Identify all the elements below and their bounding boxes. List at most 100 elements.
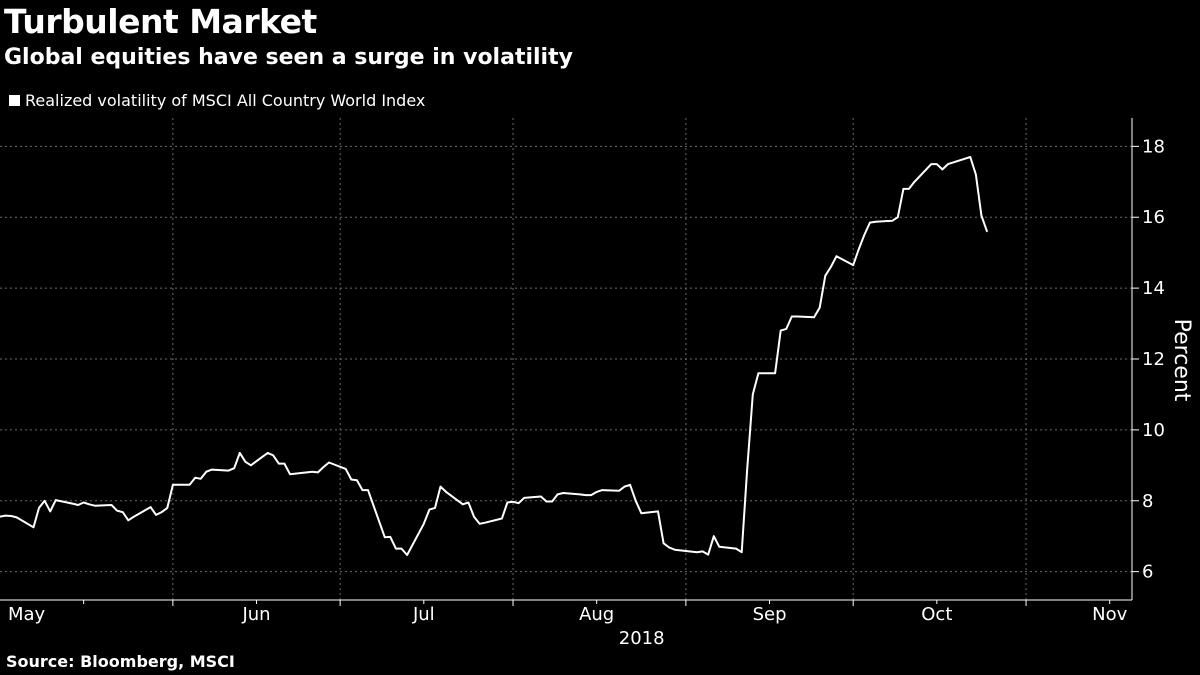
data-point: [713, 535, 715, 537]
data-point: [657, 510, 659, 513]
data-point: [540, 495, 542, 498]
data-point: [796, 315, 799, 318]
x-tick-label: Jul: [412, 604, 435, 625]
data-point: [858, 248, 860, 250]
data-point: [623, 485, 626, 488]
data-point: [629, 484, 631, 486]
x-tick-label: Sep: [753, 604, 787, 625]
data-point: [551, 500, 553, 503]
data-point: [328, 461, 330, 464]
data-point: [423, 523, 425, 525]
data-point: [322, 466, 325, 468]
series-layer: [0, 156, 988, 556]
data-point: [562, 492, 564, 494]
data-point: [356, 479, 358, 482]
y-tick-label: 6: [1142, 562, 1153, 583]
data-point: [194, 476, 196, 479]
legend-label: Realized volatility of MSCI All Country …: [25, 91, 426, 110]
data-point: [484, 521, 486, 524]
data-point: [32, 526, 35, 529]
data-point: [930, 163, 933, 165]
data-point: [133, 515, 135, 518]
data-point: [88, 503, 90, 506]
data-point: [0, 515, 1, 518]
tick-labels: 6 8 10 12 14 16 18 May Jun Jul Aug Sep Oct Nov 2018 Per…: [8, 136, 1194, 649]
data-point: [384, 536, 386, 539]
data-point: [707, 553, 709, 556]
x-tick-label: Oct: [921, 604, 952, 625]
data-point: [478, 523, 481, 525]
x-tick-label: Aug: [579, 604, 614, 625]
data-point: [462, 503, 464, 506]
y-tick-label: 8: [1142, 491, 1153, 512]
data-point: [752, 393, 754, 396]
data-point: [473, 515, 475, 518]
data-point: [986, 230, 988, 233]
data-point: [818, 306, 821, 309]
data-point: [10, 515, 12, 517]
data-point: [239, 452, 241, 454]
data-point: [545, 500, 548, 503]
data-point: [835, 255, 838, 257]
data-point: [774, 372, 776, 375]
data-point: [785, 328, 788, 330]
data-point: [233, 467, 235, 470]
data-point: [824, 274, 827, 277]
data-point: [701, 550, 704, 553]
data-point: [188, 484, 191, 486]
data-point: [211, 468, 213, 471]
data-point: [311, 470, 314, 473]
data-point: [941, 168, 944, 171]
data-point: [434, 507, 436, 509]
data-point: [501, 517, 503, 520]
data-point: [517, 502, 520, 505]
data-point: [127, 519, 130, 522]
data-point: [82, 501, 85, 504]
data-point: [746, 468, 748, 470]
data-point: [155, 514, 157, 516]
data-point: [673, 548, 676, 551]
data-point: [740, 551, 743, 553]
data-point: [662, 542, 665, 545]
x-tick-label: Nov: [1092, 604, 1127, 625]
data-point: [428, 508, 431, 511]
data-point: [49, 510, 51, 513]
data-point: [272, 454, 275, 457]
data-point: [668, 546, 670, 549]
data-point: [121, 511, 124, 513]
data-point: [166, 507, 169, 509]
gridlines: [0, 118, 1132, 600]
x-tick-label: May: [8, 604, 46, 625]
data-point: [595, 491, 598, 493]
data-point: [975, 173, 977, 176]
data-point: [395, 547, 397, 550]
data-point: [679, 549, 682, 552]
data-point: [718, 546, 721, 548]
data-point: [439, 485, 442, 488]
data-point: [523, 497, 525, 499]
data-point: [952, 161, 955, 164]
year-label: 2018: [619, 628, 665, 649]
data-point: [512, 501, 514, 503]
data-point: [71, 502, 74, 505]
data-point: [172, 484, 174, 486]
x-tick-label: Jun: [241, 604, 270, 625]
data-point: [15, 516, 18, 519]
y-tick-label: 16: [1142, 207, 1165, 228]
chart-subtitle: Global equities have seen a surge in vol…: [4, 45, 573, 70]
legend-swatch: [9, 95, 20, 106]
data-point: [902, 188, 905, 190]
y-tick-label: 12: [1142, 349, 1165, 370]
data-point: [891, 220, 893, 222]
data-point: [913, 181, 916, 183]
data-point: [367, 489, 369, 491]
source-note: Source: Bloomberg, MSCI: [6, 652, 235, 671]
y-tick-label: 14: [1142, 278, 1165, 299]
data-point: [874, 221, 877, 223]
data-point: [735, 547, 737, 550]
data-point: [897, 216, 899, 218]
data-point: [445, 491, 447, 493]
data-point: [590, 494, 592, 496]
data-point: [266, 452, 269, 454]
data-point: [830, 266, 832, 268]
